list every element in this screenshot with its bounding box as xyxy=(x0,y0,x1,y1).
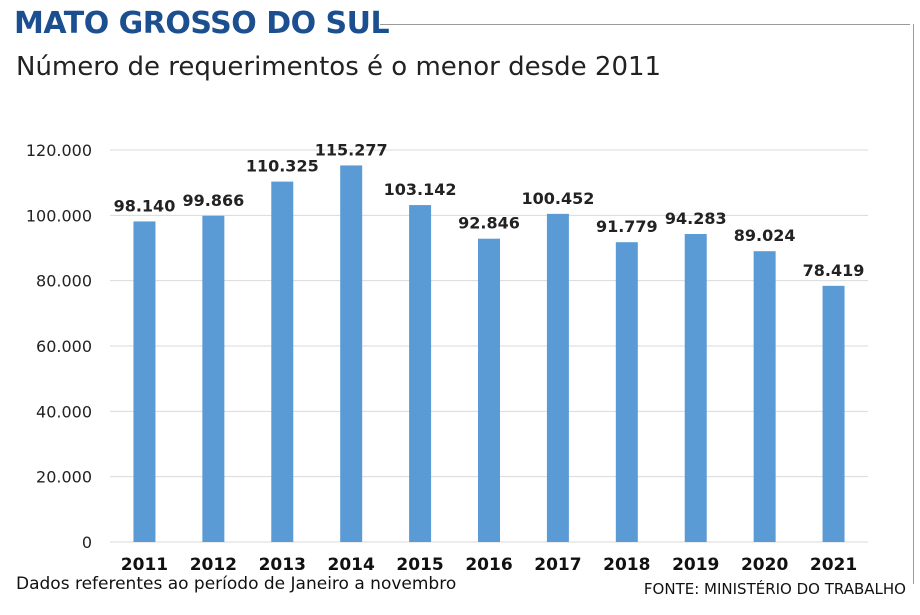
x-tick-label: 2013 xyxy=(259,555,306,575)
y-tick-label: 60.000 xyxy=(36,337,92,356)
data-label: 92.846 xyxy=(458,214,520,233)
bar xyxy=(409,205,432,543)
data-label: 78.419 xyxy=(803,261,865,280)
data-label: 115.277 xyxy=(315,140,388,159)
x-tick-label: 2017 xyxy=(534,555,581,575)
bar xyxy=(202,215,225,543)
x-tick-label: 2019 xyxy=(672,555,719,575)
footnote: Dados referentes ao período de Janeiro a… xyxy=(16,574,457,594)
bar xyxy=(546,213,569,542)
y-tick-label: 40.000 xyxy=(36,402,92,421)
data-label: 110.325 xyxy=(246,157,319,176)
bar xyxy=(340,165,363,542)
x-tick-label: 2011 xyxy=(121,555,168,575)
x-tick-label: 2016 xyxy=(465,555,512,575)
y-tick-label: 0 xyxy=(82,533,92,552)
header-divider xyxy=(380,24,910,25)
source-credit: FONTE: MINISTÉRIO DO TRABALHO xyxy=(643,580,906,598)
y-axis-tick-labels: 0 20.000 40.000 60.000 80.000 100.000 120.000 xyxy=(26,141,92,552)
bar xyxy=(615,242,638,542)
data-label: 100.452 xyxy=(521,189,594,208)
y-tick-label: 120.000 xyxy=(26,141,92,160)
bars xyxy=(133,165,845,543)
x-axis-tick-labels: 2011 2012 2013 2014 2015 2016 2017 2018 2019 2020… xyxy=(121,555,857,575)
y-tick-label: 100.000 xyxy=(26,206,92,225)
x-tick-label: 2015 xyxy=(396,555,443,575)
page-title: MATO GROSSO DO SUL xyxy=(14,6,390,41)
x-tick-label: 2020 xyxy=(741,555,788,575)
bar xyxy=(478,238,500,542)
data-label: 103.142 xyxy=(384,180,457,199)
data-label: 91.779 xyxy=(596,217,658,236)
bar xyxy=(753,251,776,542)
data-label: 98.140 xyxy=(114,196,176,215)
bar xyxy=(684,234,707,543)
bar xyxy=(822,285,845,542)
x-tick-label: 2012 xyxy=(190,555,237,575)
y-tick-label: 80.000 xyxy=(36,272,92,291)
chart-subtitle: Número de requerimentos é o menor desde … xyxy=(16,52,662,82)
data-label: 99.866 xyxy=(182,191,244,210)
bar xyxy=(271,181,294,543)
x-tick-label: 2021 xyxy=(810,555,857,575)
x-tick-label: 2018 xyxy=(603,555,650,575)
frame-border xyxy=(913,24,914,584)
data-label: 94.283 xyxy=(665,209,727,228)
x-tick-label: 2014 xyxy=(328,555,375,575)
bar xyxy=(133,221,156,542)
y-tick-label: 20.000 xyxy=(36,468,92,487)
data-label: 89.024 xyxy=(734,226,796,245)
